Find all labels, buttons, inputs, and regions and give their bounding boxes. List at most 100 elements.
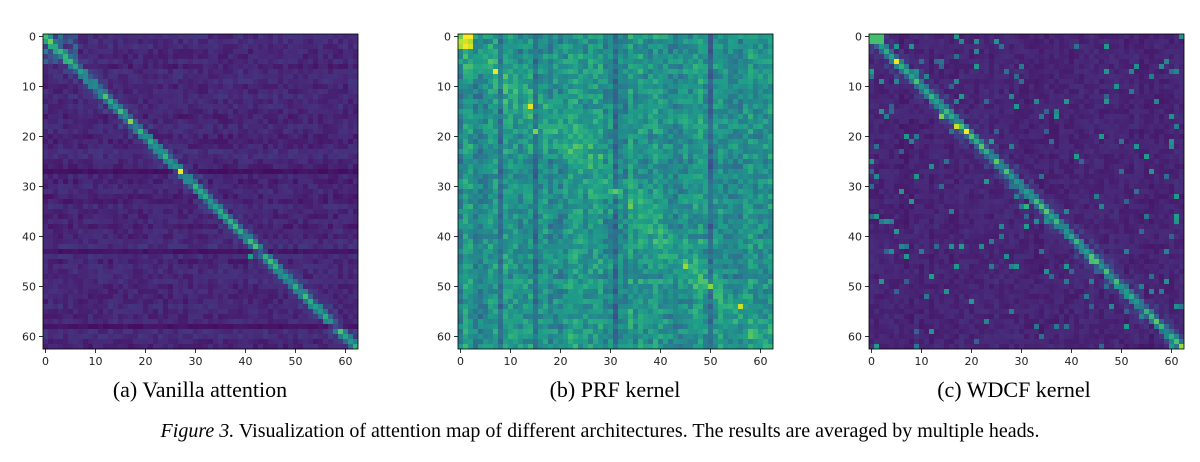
heatmap-cell (133, 309, 139, 315)
heatmap-cell (733, 39, 739, 45)
heatmap-cell (208, 134, 214, 140)
heatmap-cell (738, 79, 744, 85)
heatmap-cell (218, 144, 224, 150)
heatmap-cell (223, 269, 229, 275)
heatmap-cell (183, 139, 189, 145)
heatmap-cell (128, 94, 134, 100)
heatmap-cell (298, 94, 304, 100)
heatmap-cell (233, 304, 239, 310)
heatmap-cell (513, 44, 519, 50)
heatmap-cell (543, 54, 549, 60)
heatmap-cell (233, 189, 239, 195)
heatmap-cell (193, 49, 199, 55)
heatmap-cell (203, 249, 209, 255)
heatmap-cell (338, 309, 344, 315)
heatmap-cell (293, 229, 299, 235)
heatmap-cell (268, 244, 274, 250)
heatmap-cell (238, 69, 244, 75)
heatmap-cell (43, 239, 49, 245)
heatmap-cell (568, 109, 574, 115)
heatmap-cell (328, 74, 334, 80)
heatmap-cell (278, 239, 284, 245)
heatmap-cell (333, 134, 339, 140)
heatmap-cell (298, 154, 304, 160)
heatmap-cell (113, 299, 119, 305)
heatmap-cell (278, 134, 284, 140)
heatmap-cell (128, 64, 134, 70)
heatmap-cell (228, 184, 234, 190)
heatmap-cell (508, 84, 514, 90)
heatmap-cell (238, 209, 244, 215)
heatmap-cell (238, 144, 244, 150)
heatmap-cell (283, 234, 289, 240)
heatmap-cell (708, 49, 714, 55)
heatmap-cell (153, 214, 159, 220)
heatmap-cell (343, 329, 349, 335)
heatmap-cell (88, 284, 94, 290)
heatmap-cell (488, 49, 494, 55)
heatmap-cell (253, 169, 259, 175)
heatmap-cell (523, 64, 529, 70)
heatmap-cell (188, 104, 194, 110)
y-tick-label: 0 (29, 31, 36, 44)
x-tick-label: 20 (139, 355, 153, 368)
heatmap-cell (138, 124, 144, 130)
heatmap-cell (318, 149, 324, 155)
heatmap-cell (253, 84, 259, 90)
heatmap-cell (198, 154, 204, 160)
heatmap-cell (113, 124, 119, 130)
heatmap-cell (553, 94, 559, 100)
heatmap-cell (153, 64, 159, 70)
heatmap-cell (153, 249, 159, 255)
heatmap-cell (93, 34, 99, 40)
heatmap-cell (188, 179, 194, 185)
heatmap-cell (238, 159, 244, 165)
heatmap-cell (253, 164, 259, 170)
heatmap-cell (628, 59, 634, 65)
heatmap-cell (233, 274, 239, 280)
heatmap-cell (268, 124, 274, 130)
heatmap-cell (308, 179, 314, 185)
heatmap-cell (268, 54, 274, 60)
heatmap-cell (88, 289, 94, 295)
heatmap-cell (83, 74, 89, 80)
heatmap-cell (668, 94, 674, 100)
heatmap-cell (558, 109, 564, 115)
heatmap-cell (568, 94, 574, 100)
heatmap-cell (143, 344, 149, 350)
heatmap-cell (203, 59, 209, 65)
heatmap-cell (513, 74, 519, 80)
heatmap-cell (718, 99, 724, 105)
heatmap-cell (78, 84, 84, 90)
heatmap-cell (183, 44, 189, 50)
heatmap-cell (333, 309, 339, 315)
heatmap-cell (483, 64, 489, 70)
heatmap-cell (183, 224, 189, 230)
heatmap-cell (133, 229, 139, 235)
heatmap-cell (78, 104, 84, 110)
heatmap-cell (573, 64, 579, 70)
heatmap-cell (68, 134, 74, 140)
heatmap-cell (478, 44, 484, 50)
heatmap-cell (53, 264, 59, 270)
heatmap-cell (213, 209, 219, 215)
heatmap-cell (178, 334, 184, 340)
heatmap-cell (243, 224, 249, 230)
heatmap-cell (768, 69, 774, 75)
heatmap-cell (353, 124, 359, 130)
heatmap-cell (183, 184, 189, 190)
heatmap-cell (658, 74, 664, 80)
heatmap-cell (293, 189, 299, 195)
heatmap-cell (163, 274, 169, 280)
heatmap-cell (123, 54, 129, 60)
heatmap-cell (158, 339, 164, 345)
heatmap-cell (528, 84, 534, 90)
heatmap-cell (258, 304, 264, 310)
heatmap-cell (118, 139, 124, 145)
heatmap-cell (278, 129, 284, 135)
heatmap-cell (343, 114, 349, 120)
heatmap-cell (473, 44, 479, 50)
heatmap-cell (193, 84, 199, 90)
heatmap-cell (163, 139, 169, 145)
heatmap-cell (568, 74, 574, 80)
